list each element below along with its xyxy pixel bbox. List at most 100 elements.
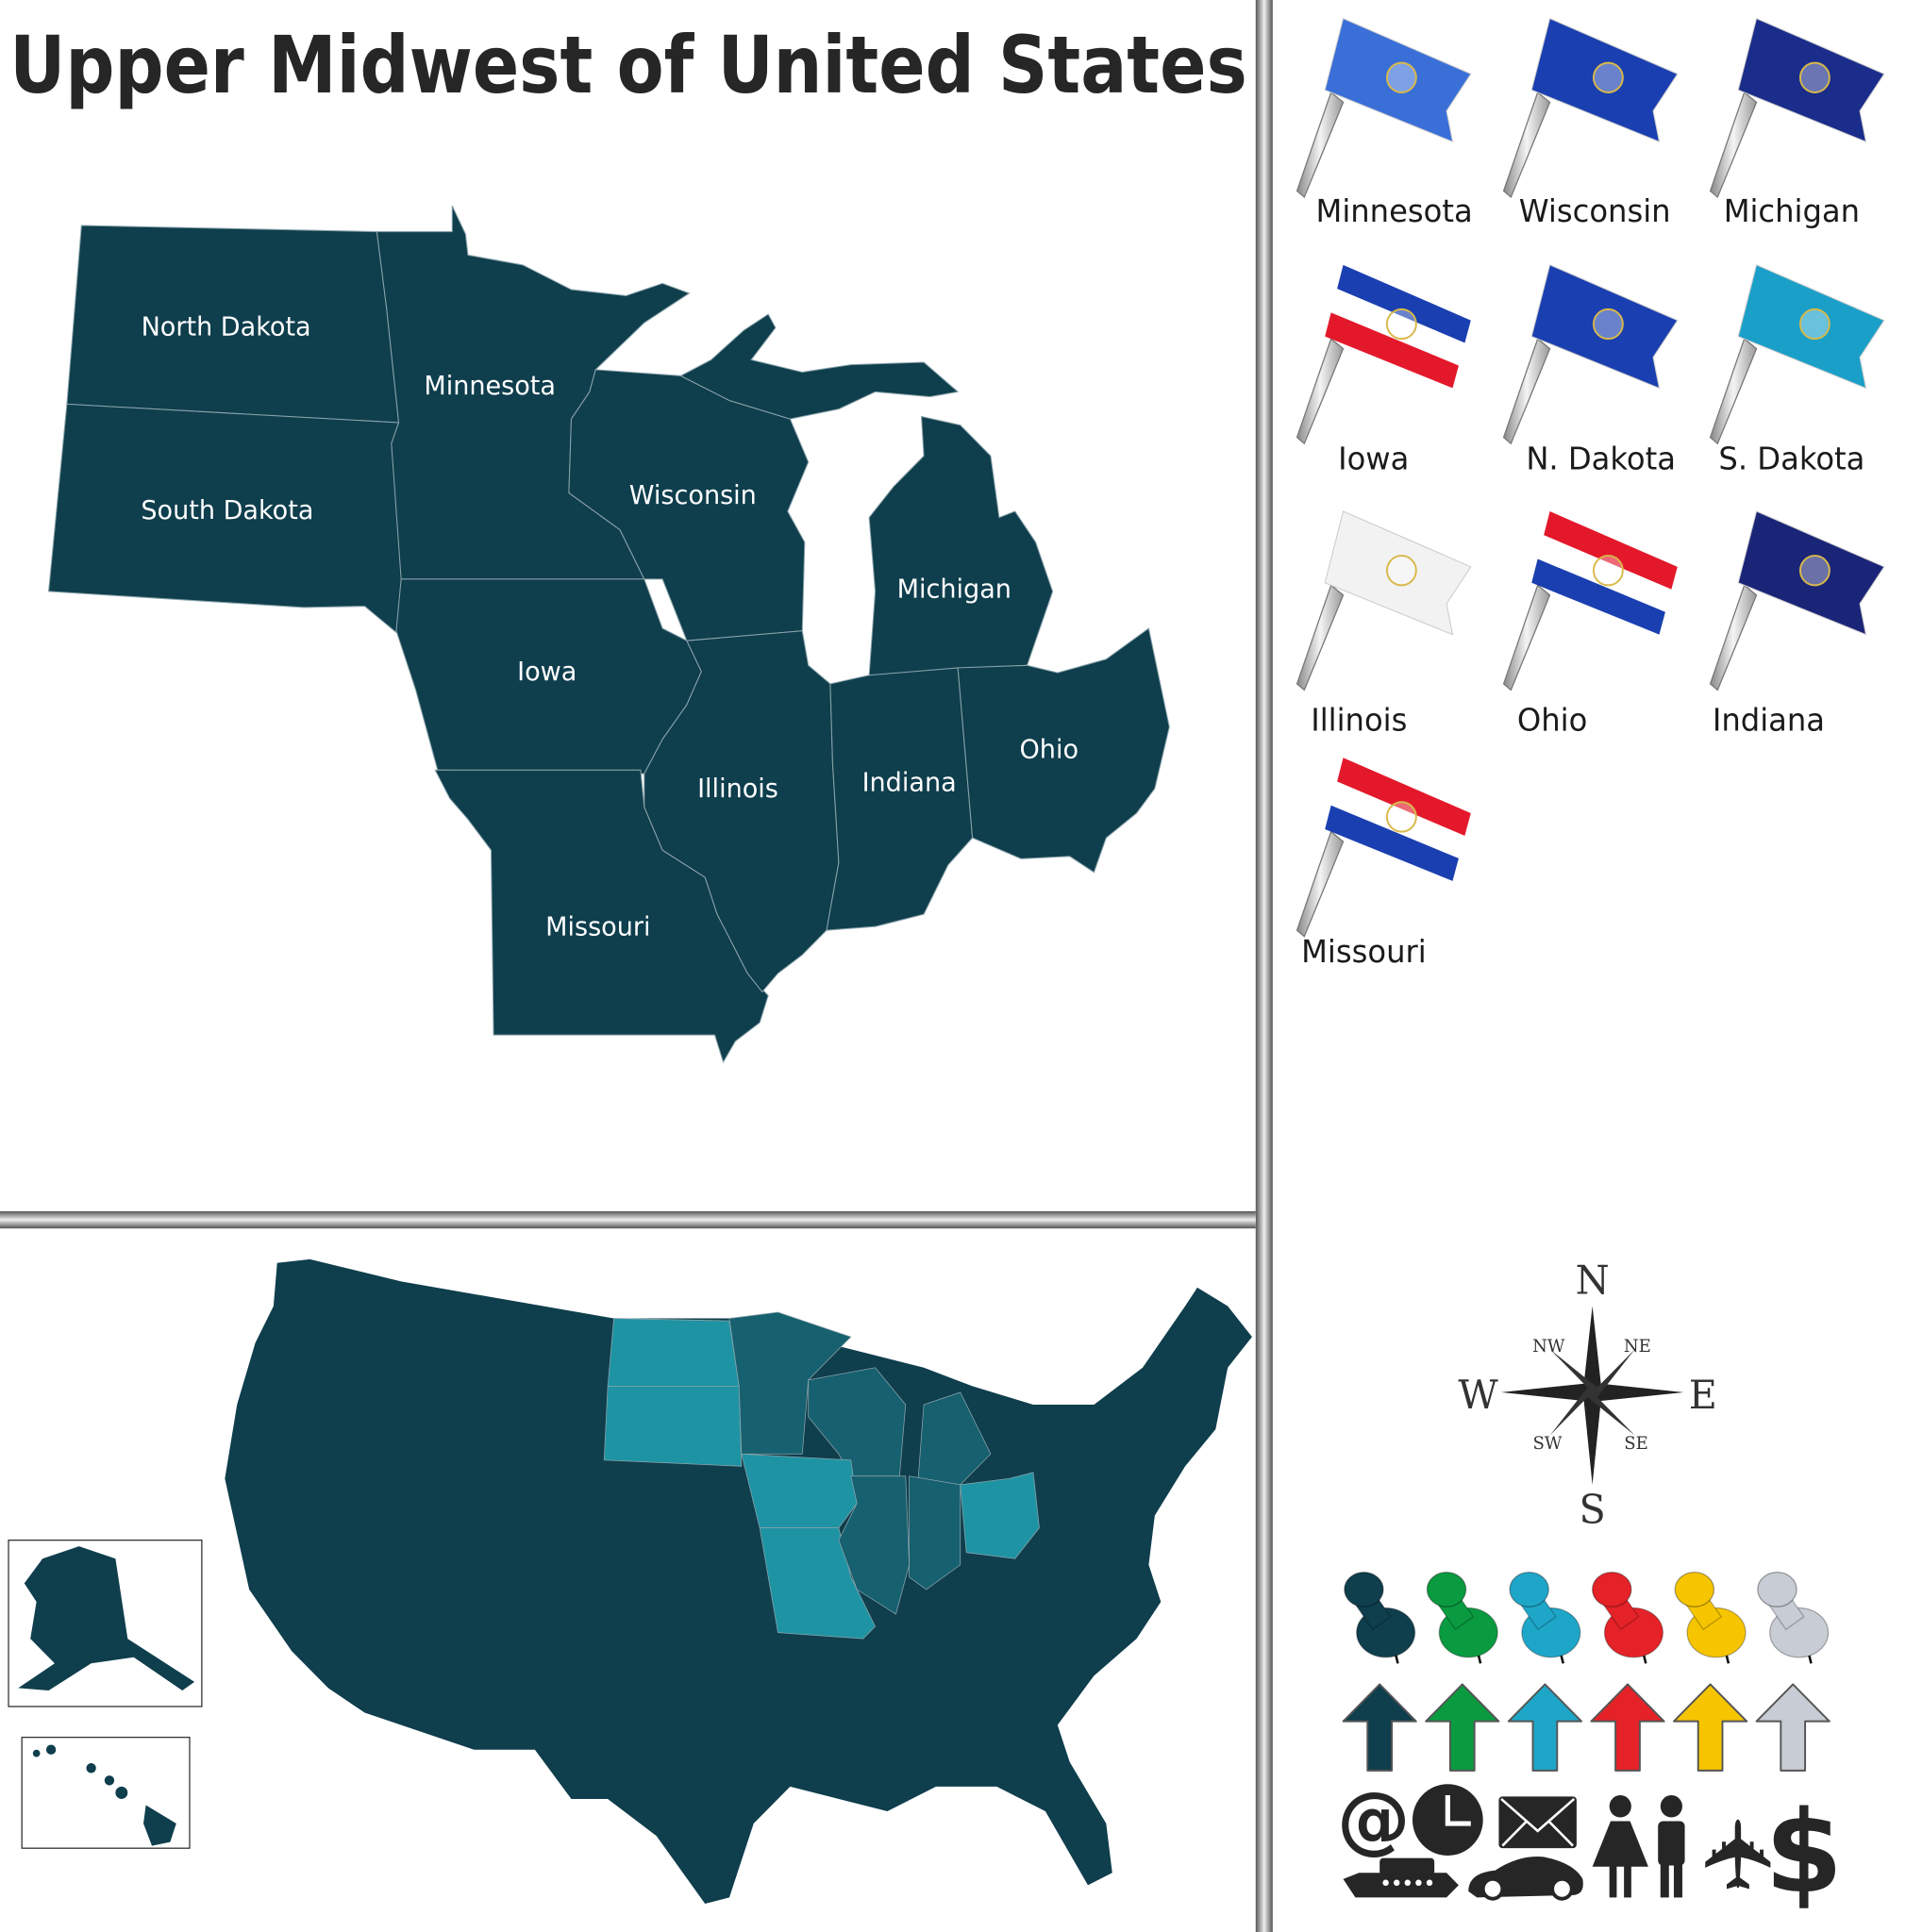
flag-seal xyxy=(1385,801,1417,833)
label-missouri: Missouri xyxy=(545,912,650,941)
us-indiana[interactable] xyxy=(909,1475,961,1591)
flag-seal xyxy=(1385,61,1417,93)
flag-label: Illinois xyxy=(1311,702,1407,738)
flag-missouri: Missouri xyxy=(1296,758,1471,970)
pushpin-icon xyxy=(1509,1571,1581,1664)
alaska xyxy=(18,1546,195,1690)
envelope-icon xyxy=(1498,1796,1577,1849)
arrow-up-icon xyxy=(1590,1683,1665,1772)
regional-map: North Dakota South Dakota Minnesota Wisc… xyxy=(47,205,1170,1064)
label-wisconsin: Wisconsin xyxy=(629,481,757,510)
dollar-icon: $ xyxy=(1765,1787,1843,1919)
flag-pole xyxy=(1502,584,1551,691)
arrow-up-icon xyxy=(1342,1683,1417,1772)
flag-iowa: Iowa xyxy=(1296,264,1471,477)
compass-w: W xyxy=(1458,1372,1498,1418)
compass-e: E xyxy=(1689,1372,1717,1418)
us-michigan[interactable] xyxy=(917,1391,992,1486)
compass-nw: NW xyxy=(1532,1337,1565,1357)
flag-banner xyxy=(1530,264,1679,390)
state-michigan[interactable] xyxy=(868,415,1054,676)
us-map xyxy=(8,1258,1252,1904)
flag-pole xyxy=(1502,338,1551,445)
horizontal-divider xyxy=(0,1210,1256,1229)
flag-label: Ohio xyxy=(1517,702,1587,738)
us-iowa[interactable] xyxy=(741,1453,858,1528)
compass-diagonal-star xyxy=(1549,1349,1635,1436)
compass-s: S xyxy=(1580,1486,1606,1532)
flag-wisconsin: Wisconsin xyxy=(1502,17,1679,229)
state-flags: Minnesota Wisconsin Michigan Iowa N. Dakota S… xyxy=(1296,17,1885,970)
label-iowa: Iowa xyxy=(517,658,577,687)
flag-seal xyxy=(1385,555,1417,587)
arrow-up-icon xyxy=(1507,1683,1582,1772)
airplane-icon: ✈ xyxy=(1684,1814,1795,1894)
us-illinois[interactable] xyxy=(838,1475,911,1615)
flag-banner xyxy=(1737,17,1885,143)
flag-label: S. Dakota xyxy=(1718,441,1864,476)
flag-stripe xyxy=(1330,289,1465,366)
car-icon xyxy=(1468,1856,1583,1901)
flag-illinois: Illinois xyxy=(1296,510,1472,739)
flag-pole xyxy=(1296,338,1345,445)
pushpin-icon xyxy=(1426,1571,1498,1664)
flag-label: Minnesota xyxy=(1316,193,1473,229)
us-missouri[interactable] xyxy=(759,1527,877,1640)
flag-label: Wisconsin xyxy=(1519,193,1671,229)
ship-icon xyxy=(1343,1857,1459,1898)
flag-n-dakota: N. Dakota xyxy=(1502,264,1679,477)
state-ohio[interactable] xyxy=(957,627,1170,874)
label-ohio: Ohio xyxy=(1020,735,1079,764)
flag-s-dakota: S. Dakota xyxy=(1709,264,1885,477)
flag-stripe xyxy=(1325,312,1459,389)
flag-label: Indiana xyxy=(1713,702,1825,738)
compass-sw: SW xyxy=(1533,1434,1563,1454)
state-michigan-upper[interactable] xyxy=(679,313,960,420)
arrow-up-icon xyxy=(1672,1683,1748,1772)
flag-stripe xyxy=(1537,535,1672,612)
flag-banner xyxy=(1324,510,1472,636)
flag-seal xyxy=(1592,308,1624,341)
flag-seal xyxy=(1592,555,1624,587)
contiguous-us xyxy=(225,1258,1252,1904)
page-title: Upper Midwest of United States xyxy=(9,19,1246,111)
compass-n: N xyxy=(1576,1257,1610,1303)
compass-rose: N S E W NE NW SE SW xyxy=(1458,1257,1717,1532)
flag-label: Missouri xyxy=(1301,934,1427,970)
us-ohio[interactable] xyxy=(960,1472,1040,1559)
flag-seal xyxy=(1798,61,1831,93)
flag-minnesota: Minnesota xyxy=(1296,17,1473,229)
flag-pole xyxy=(1709,338,1758,445)
flag-stripe xyxy=(1544,511,1678,590)
flag-ohio: Ohio xyxy=(1502,511,1678,739)
pushpin-icon xyxy=(1757,1571,1830,1664)
state-minnesota[interactable] xyxy=(376,205,691,580)
flag-label: N. Dakota xyxy=(1526,441,1676,476)
label-michigan: Michigan xyxy=(897,575,1012,604)
vertical-divider xyxy=(1255,0,1273,1932)
hawaii xyxy=(32,1744,176,1846)
flag-stripe xyxy=(1325,805,1459,881)
flag-stripe xyxy=(1337,264,1471,343)
us-north-dakota[interactable] xyxy=(607,1318,740,1387)
state-indiana[interactable] xyxy=(826,667,974,931)
flag-pole xyxy=(1709,91,1758,199)
man-icon xyxy=(1658,1795,1685,1898)
symbol-icons: @ ✈ $ xyxy=(1337,1777,1843,1919)
us-minnesota[interactable] xyxy=(728,1311,852,1455)
flag-seal xyxy=(1798,308,1831,341)
flag-stripe xyxy=(1337,758,1471,836)
flag-pole xyxy=(1296,584,1345,691)
flag-banner xyxy=(1737,264,1885,390)
flag-pole xyxy=(1296,830,1345,938)
arrow-up-icon xyxy=(1755,1683,1831,1772)
label-south-dakota: South Dakota xyxy=(141,496,313,525)
flag-stripe xyxy=(1330,781,1465,858)
us-south-dakota[interactable] xyxy=(603,1385,743,1467)
flag-stripe xyxy=(1531,558,1665,635)
flag-pole xyxy=(1502,91,1551,199)
flag-seal xyxy=(1385,308,1417,341)
label-illinois: Illinois xyxy=(697,774,778,804)
